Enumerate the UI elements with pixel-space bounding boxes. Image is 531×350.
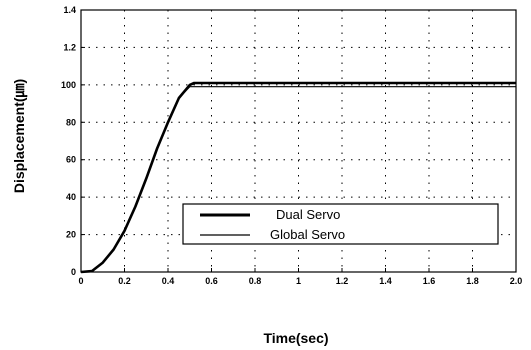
x-axis-label: Time(sec): [263, 330, 328, 346]
y-tick-label: 80: [66, 117, 76, 127]
y-tick-label: 60: [66, 155, 76, 165]
x-tick-label: 2.0: [510, 276, 523, 286]
x-tick-label: 0.4: [162, 276, 175, 286]
x-tick-label: 1.8: [466, 276, 479, 286]
legend: Dual Servo Global Servo: [182, 203, 499, 245]
x-tick-label: 0.2: [118, 276, 131, 286]
y-tick-label: 40: [66, 192, 76, 202]
x-axis-ticks: 0 0.2 0.4 0.6 0.8 1 1.2 1.4 1.6 1.8 2.0: [78, 268, 522, 286]
x-tick-label: 1: [296, 276, 301, 286]
y-tick-label: 20: [66, 230, 76, 240]
y-tick-label: 1.2: [63, 42, 76, 52]
y-axis-ticks: 0 20 40 60 80 100 1.2 1.4: [61, 5, 85, 277]
y-tick-label: 100: [61, 80, 76, 90]
x-tick-label: 0.8: [249, 276, 262, 286]
x-tick-label: 1.2: [336, 276, 349, 286]
y-tick-label: 0: [71, 267, 76, 277]
legend-box: [182, 203, 499, 245]
x-tick-label: 0.6: [205, 276, 218, 286]
series-line-global-servo: [80, 86, 516, 273]
plot-frame: [80, 9, 517, 273]
legend-label-dual-servo: Dual Servo: [276, 207, 340, 222]
x-tick-label: 0: [78, 276, 83, 286]
y-tick-label: 1.4: [63, 5, 76, 15]
y-axis-label: Displacement(㎛): [11, 79, 29, 193]
series-lines: [80, 81, 516, 274]
x-tick-label: 1.4: [379, 276, 392, 286]
x-tick-label: 1.6: [423, 276, 436, 286]
legend-label-global-servo: Global Servo: [270, 227, 345, 242]
